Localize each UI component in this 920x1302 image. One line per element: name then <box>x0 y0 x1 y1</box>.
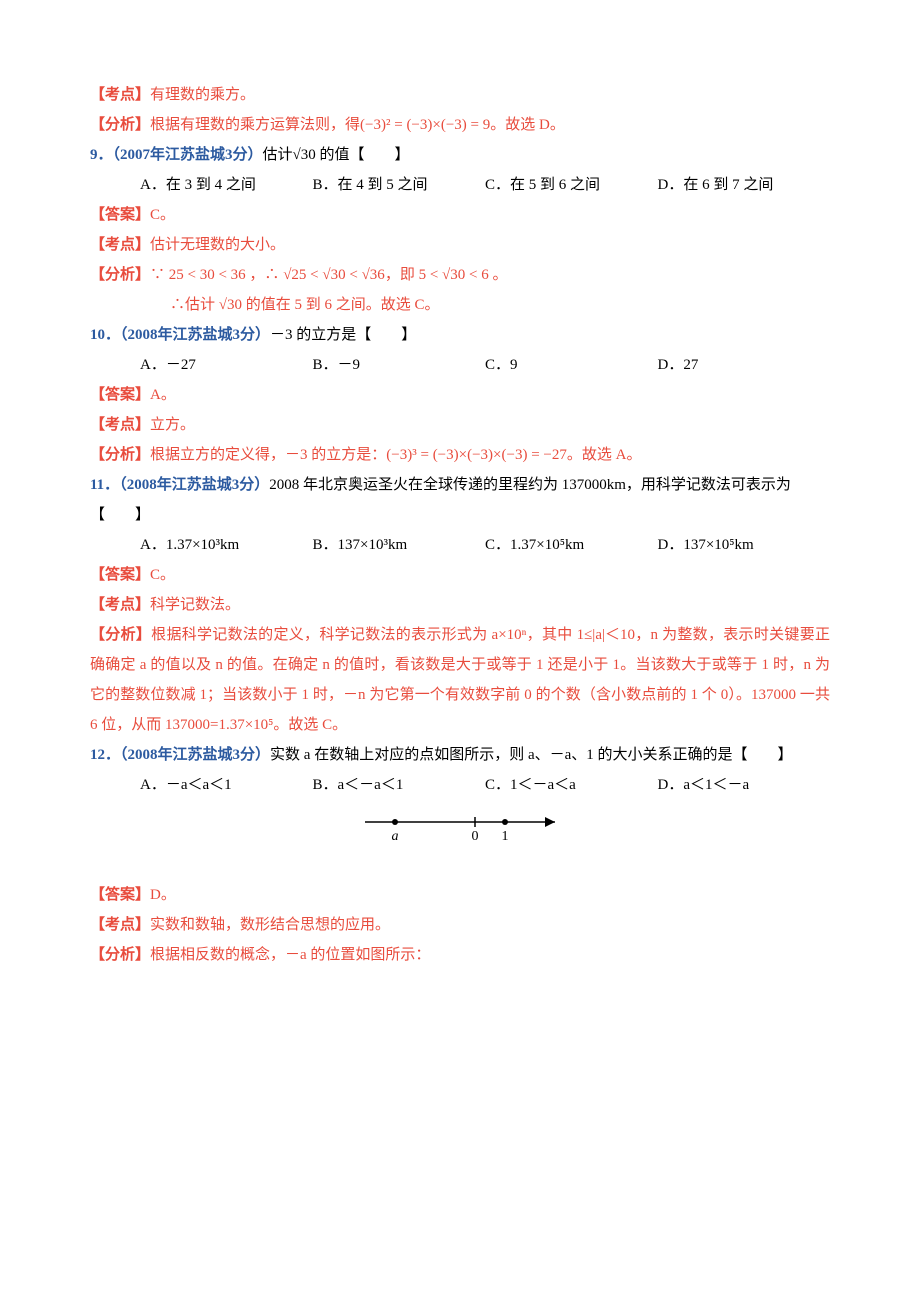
kaodian-text: 估计无理数的大小。 <box>150 237 285 253</box>
option-d: D．27 <box>658 350 831 380</box>
tick-label-a: a <box>392 829 399 844</box>
kaodian-label: 【考点】 <box>90 417 150 433</box>
q9-fenxi-1: 【分析】∵ 25 < 30 < 36 ，∴ √25 < √30 < √36，即 … <box>90 260 830 290</box>
question-number: 9． <box>90 147 113 163</box>
fenxi-label: 【分析】 <box>90 447 150 463</box>
fenxi-text: 根据立方的定义得，－3 的立方是： <box>150 447 386 463</box>
tick-label-1: 1 <box>502 829 509 844</box>
option-b: B．－9 <box>313 350 486 380</box>
answer-value: C。 <box>150 567 175 583</box>
fenxi-math: (−3)² = (−3)×(−3) = 9 <box>360 117 490 133</box>
q11-fenxi: 【分析】根据科学记数法的定义，科学记数法的表示形式为 a×10ⁿ，其中 1≤|a… <box>90 620 830 740</box>
stem-text: 实数 a 在数轴上对应的点如图所示，则 a、－a、1 的大小关系正确的是【 】 <box>270 747 792 763</box>
q9-stem: 9．（2007年江苏盐城3分）估计√30 的值【 】 <box>90 140 830 170</box>
stem-math: √30 <box>293 147 316 163</box>
option-d: D．a＜1＜－a <box>658 770 831 800</box>
question-source: （2007年江苏盐城3分） <box>113 147 263 163</box>
fenxi-tail: 。故选 A。 <box>567 447 642 463</box>
fenxi-text: ∵ 25 < 30 < 36 ，∴ <box>150 267 283 283</box>
stem-text: －3 的立方是【 】 <box>270 327 416 343</box>
q11-options: A．1.37×10³km B．137×10³km C．1.37×10⁵km D．… <box>90 530 830 560</box>
option-b: B．a＜－a＜1 <box>313 770 486 800</box>
q8-kaodian: 【考点】有理数的乘方。 <box>90 80 830 110</box>
fenxi-text: 根据有理数的乘方运算法则，得 <box>150 117 360 133</box>
q10-answer: 【答案】A。 <box>90 380 830 410</box>
option-b: B．在 4 到 5 之间 <box>313 170 486 200</box>
q11-stem: 11．（2008年江苏盐城3分）2008 年北京奥运圣火在全球传递的里程约为 1… <box>90 470 830 530</box>
tick-label-0: 0 <box>472 829 479 844</box>
fenxi-label: 【分析】 <box>90 627 151 643</box>
answer-label: 【答案】 <box>90 207 150 223</box>
kaodian-text: 有理数的乘方。 <box>150 87 255 103</box>
fenxi-text: ∴估计 <box>170 297 219 313</box>
answer-label: 【答案】 <box>90 387 150 403</box>
option-c: C．9 <box>485 350 658 380</box>
q12-stem: 12．（2008年江苏盐城3分）实数 a 在数轴上对应的点如图所示，则 a、－a… <box>90 740 830 770</box>
q8-fenxi: 【分析】根据有理数的乘方运算法则，得(−3)² = (−3)×(−3) = 9。… <box>90 110 830 140</box>
question-source: （2008年江苏盐城3分） <box>120 327 270 343</box>
fenxi-text: < 6 。 <box>465 267 507 283</box>
q11-kaodian: 【考点】科学记数法。 <box>90 590 830 620</box>
option-a: A．1.37×10³km <box>140 530 313 560</box>
kaodian-label: 【考点】 <box>90 917 150 933</box>
fenxi-math: (−3)³ = (−3)×(−3)×(−3) = −27 <box>386 447 567 463</box>
kaodian-label: 【考点】 <box>90 87 150 103</box>
question-source: （2008年江苏盐城3分） <box>120 747 270 763</box>
q10-fenxi: 【分析】根据立方的定义得，－3 的立方是：(−3)³ = (−3)×(−3)×(… <box>90 440 830 470</box>
kaodian-text: 立方。 <box>150 417 195 433</box>
q10-options: A．－27 B．－9 C．9 D．27 <box>90 350 830 380</box>
option-d: D．137×10⁵km <box>658 530 831 560</box>
fenxi-label: 【分析】 <box>90 947 150 963</box>
stem-text: 估计 <box>263 147 293 163</box>
question-number: 10． <box>90 327 120 343</box>
fenxi-text: 根据科学记数法的定义，科学记数法的表示形式为 a×10ⁿ，其中 1≤|a|＜10… <box>90 627 830 733</box>
q12-kaodian: 【考点】实数和数轴，数形结合思想的应用。 <box>90 910 830 940</box>
answer-value: D。 <box>150 887 176 903</box>
answer-label: 【答案】 <box>90 887 150 903</box>
q10-kaodian: 【考点】立方。 <box>90 410 830 440</box>
q9-fenxi-2: ∴估计 √30 的值在 5 到 6 之间。故选 C。 <box>90 290 830 320</box>
q10-stem: 10．（2008年江苏盐城3分）－3 的立方是【 】 <box>90 320 830 350</box>
fenxi-math: √30 <box>442 267 465 283</box>
option-a: A．－27 <box>140 350 313 380</box>
fenxi-label: 【分析】 <box>90 117 150 133</box>
question-number: 11． <box>90 477 119 493</box>
fenxi-text: ，即 5 < <box>385 267 442 283</box>
stem-tail: 的值【 】 <box>316 147 410 163</box>
option-d: D．在 6 到 7 之间 <box>658 170 831 200</box>
answer-label: 【答案】 <box>90 567 150 583</box>
question-source: （2008年江苏盐城3分） <box>119 477 269 493</box>
fenxi-tail: 。故选 D。 <box>490 117 565 133</box>
fenxi-text: 根据相反数的概念，－a 的位置如图所示： <box>150 947 430 963</box>
option-c: C．在 5 到 6 之间 <box>485 170 658 200</box>
kaodian-label: 【考点】 <box>90 597 150 613</box>
option-a: A．－a＜a＜1 <box>140 770 313 800</box>
option-c: C．1＜－a＜a <box>485 770 658 800</box>
q11-answer: 【答案】C。 <box>90 560 830 590</box>
fenxi-math: √30 <box>219 297 242 313</box>
answer-value: A。 <box>150 387 176 403</box>
option-c: C．1.37×10⁵km <box>485 530 658 560</box>
kaodian-text: 科学记数法。 <box>150 597 240 613</box>
q12-fenxi: 【分析】根据相反数的概念，－a 的位置如图所示： <box>90 940 830 970</box>
fenxi-label: 【分析】 <box>90 267 150 283</box>
q12-answer: 【答案】D。 <box>90 880 830 910</box>
answer-value: C。 <box>150 207 175 223</box>
kaodian-text: 实数和数轴，数形结合思想的应用。 <box>150 917 390 933</box>
option-b: B．137×10³km <box>313 530 486 560</box>
q9-kaodian: 【考点】估计无理数的大小。 <box>90 230 830 260</box>
fenxi-text: 的值在 5 到 6 之间。故选 C。 <box>242 297 440 313</box>
q9-answer: 【答案】C。 <box>90 200 830 230</box>
fenxi-math: √25 < √30 < √36 <box>283 267 385 283</box>
option-a: A．在 3 到 4 之间 <box>140 170 313 200</box>
question-number: 12． <box>90 747 120 763</box>
q12-options: A．－a＜a＜1 B．a＜－a＜1 C．1＜－a＜a D．a＜1＜－a <box>90 770 830 800</box>
q9-options: A．在 3 到 4 之间 B．在 4 到 5 之间 C．在 5 到 6 之间 D… <box>90 170 830 200</box>
number-line-diagram: a 0 1 <box>360 810 560 850</box>
kaodian-label: 【考点】 <box>90 237 150 253</box>
